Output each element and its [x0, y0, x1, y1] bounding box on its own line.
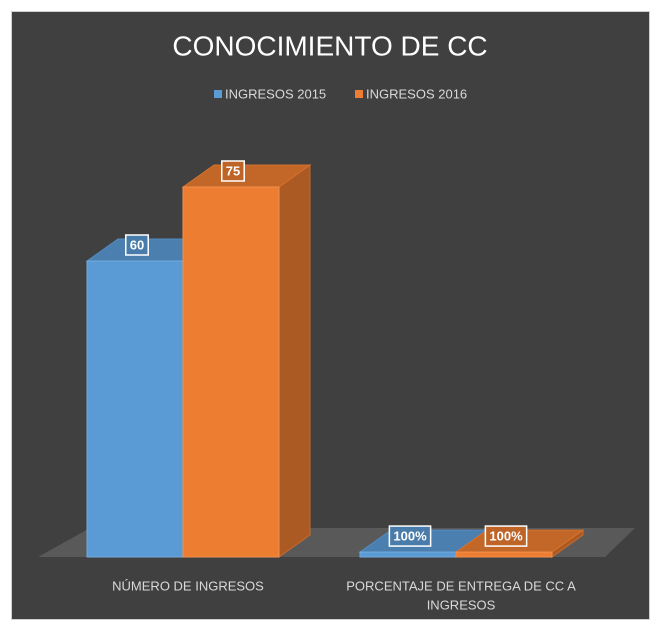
legend-swatch: [355, 90, 363, 98]
data-label: 100%: [393, 529, 427, 544]
legend-swatch: [214, 90, 222, 98]
data-label: 60: [130, 237, 144, 252]
data-label-box: [221, 160, 245, 182]
bar: [359, 551, 457, 558]
x-tick-label: NÚMERO DE INGRESOS: [112, 578, 264, 593]
data-label: 75: [226, 163, 240, 178]
x-tick-label: PORCENTAJE DE ENTREGA DE CC A: [346, 578, 576, 593]
bar-side: [278, 164, 311, 558]
x-tick-label: INGRESOS: [427, 597, 496, 612]
data-label-box: [484, 525, 528, 547]
data-label-box: [388, 525, 432, 547]
legend-label: INGRESOS 2016: [366, 86, 467, 101]
bar: [182, 186, 280, 558]
data-label-box: [125, 234, 149, 256]
data-label: 100%: [489, 529, 523, 544]
legend-label: INGRESOS 2015: [225, 86, 326, 101]
chart-title: CONOCIMIENTO DE CC: [172, 30, 487, 61]
bar: [455, 551, 553, 558]
bar: [86, 260, 184, 558]
